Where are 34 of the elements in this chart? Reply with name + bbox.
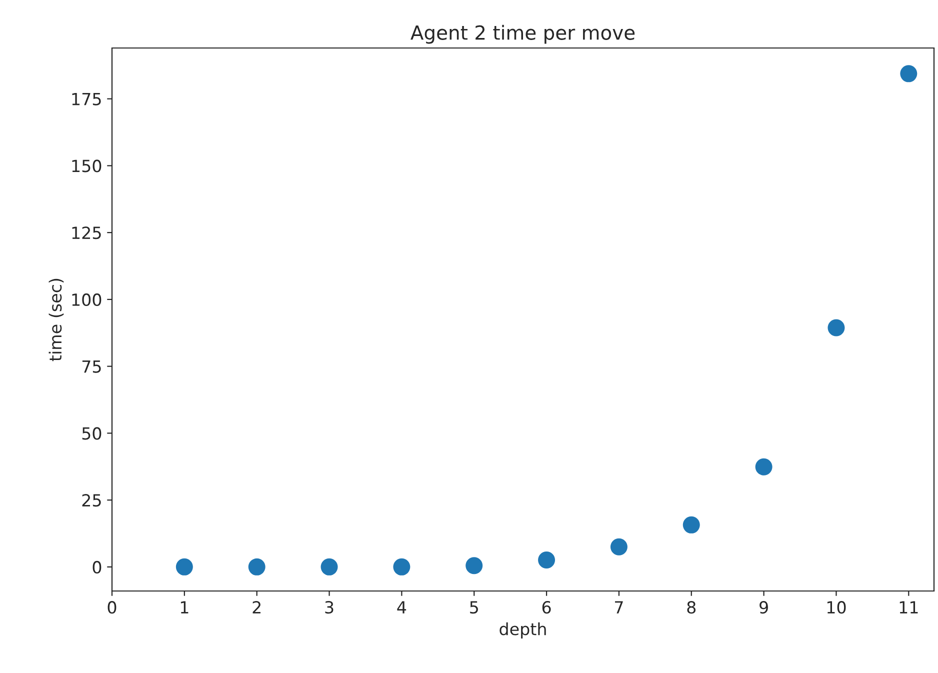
point (393, 558, 410, 576)
x-axis-title: depth (500, 622, 546, 639)
point (466, 557, 483, 574)
x-tick-label: 10 (827, 601, 846, 614)
point (320, 558, 338, 576)
x-tick-label: 8 (687, 601, 696, 614)
point (900, 65, 918, 82)
x-tick-label: 1 (180, 601, 188, 614)
chart-title: Agent 2 time per move (410, 24, 635, 44)
x-tick-label: 0 (108, 601, 116, 614)
y-axis-title: time (sec) (48, 278, 64, 362)
y-tick-label: 150 (72, 160, 102, 172)
x-tick-label: 4 (397, 601, 406, 614)
x-tick-label: 6 (542, 601, 551, 614)
x-tick-label: 7 (615, 601, 623, 614)
y-tick-label: 0 (92, 560, 102, 574)
y-tick-label: 50 (82, 427, 102, 440)
point (176, 558, 193, 576)
point (755, 458, 772, 476)
point (610, 538, 628, 556)
y-tick-label: 125 (72, 226, 101, 240)
point (828, 319, 845, 336)
y-tick-label: 25 (82, 494, 101, 507)
x-tick-label: 2 (252, 601, 260, 614)
y-tick-label: 175 (72, 93, 101, 106)
x-tick-label: 5 (470, 601, 478, 614)
x-tick-label: 11 (900, 601, 918, 614)
point (538, 551, 556, 568)
x-tick-label: 3 (325, 601, 334, 614)
y-tick-label: 100 (72, 293, 102, 306)
y-tick-label: 75 (82, 360, 101, 373)
point (682, 516, 700, 534)
point (248, 558, 266, 576)
x-tick-label: 9 (760, 601, 768, 614)
